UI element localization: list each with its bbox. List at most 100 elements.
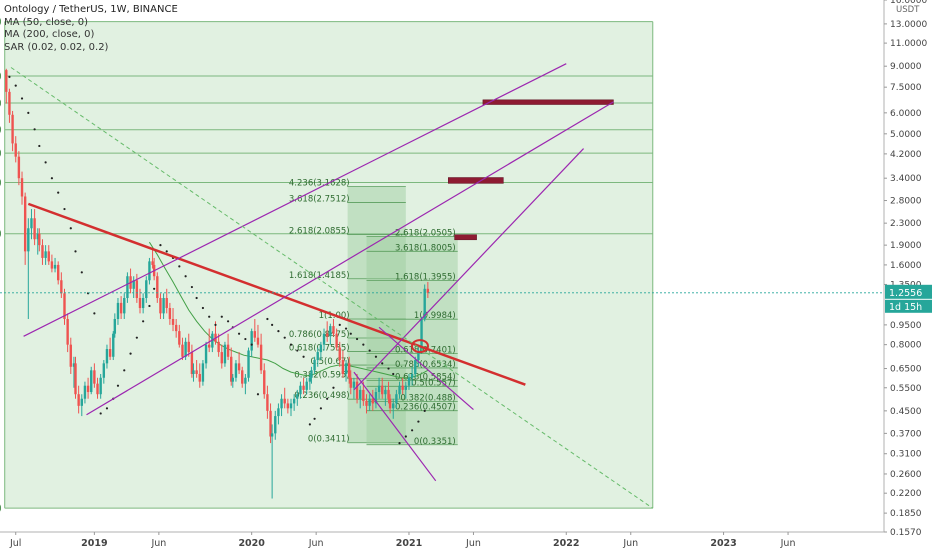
- candle-body: [41, 245, 44, 258]
- sar-dot: [271, 323, 274, 326]
- sar-dot: [99, 412, 102, 415]
- candle-body: [359, 389, 362, 399]
- candle-body: [192, 370, 195, 374]
- candle-body: [119, 302, 123, 314]
- purple-channel-lower-trendline: [353, 148, 585, 391]
- sar-dot: [33, 128, 36, 131]
- candle-body: [123, 298, 126, 314]
- sar-dot: [80, 271, 83, 274]
- y-tick-label: 0.3100: [890, 450, 922, 460]
- fib-extension-a-level-label: 3.618(2.7512): [289, 195, 350, 205]
- candle-body: [280, 398, 283, 409]
- candle-body: [371, 398, 374, 404]
- y-tick-label: 0.9500: [890, 321, 922, 331]
- candle-body: [355, 381, 359, 399]
- sar-dot: [208, 315, 211, 318]
- sar-dot: [74, 250, 77, 253]
- x-tick-label: Jul: [9, 538, 21, 549]
- sar-dot: [302, 355, 305, 358]
- candle-body: [335, 333, 338, 348]
- candle-body: [322, 333, 326, 345]
- candle-body: [112, 333, 115, 357]
- fib-level-label: 0.236(2.0980): [0, 230, 2, 240]
- candle-body: [56, 264, 60, 281]
- candle-body: [74, 363, 77, 395]
- candle-body: [47, 251, 50, 262]
- candle-body: [108, 349, 112, 357]
- sar-dot: [184, 275, 187, 278]
- plot-group: [5, 63, 654, 509]
- fib-extension-b-level-label: 0.786(0.6534): [395, 360, 456, 370]
- candle-body: [165, 298, 168, 309]
- y-tick-label: 0.4500: [890, 407, 922, 417]
- candle-body: [11, 114, 14, 144]
- fib-extension-a-level-label: 4.236(3.1628): [289, 179, 350, 189]
- candle-body: [184, 341, 187, 357]
- candle-body: [341, 360, 345, 374]
- candle-body: [292, 398, 296, 404]
- sar-dot: [148, 304, 151, 308]
- y-tick-label: 11.0000: [890, 39, 927, 49]
- price-label-text: 1.2556: [889, 288, 922, 299]
- candle-body: [151, 261, 154, 265]
- x-tick-label: Jun: [150, 538, 166, 549]
- candle-body: [308, 377, 312, 382]
- candle-body: [305, 381, 308, 390]
- sar-dot: [398, 442, 401, 445]
- candle-body: [156, 276, 159, 299]
- candle-body: [263, 370, 266, 395]
- candle-body: [426, 288, 430, 293]
- candle-body: [17, 156, 21, 179]
- fib-level-label: 0.5(4.2286): [0, 149, 2, 159]
- sar-dot: [123, 369, 126, 372]
- candle-body: [53, 264, 57, 269]
- fib-extension-b-level-label: 0.5(0.557): [411, 378, 455, 388]
- sar-dot: [349, 332, 352, 335]
- x-tick-label: 2022: [553, 538, 579, 549]
- sar-dot: [165, 250, 168, 253]
- sar-dot: [220, 315, 223, 318]
- y-tick-label: 0.8000: [890, 341, 922, 351]
- candle-body: [33, 218, 36, 240]
- candle-body: [404, 385, 408, 390]
- sar-dot: [14, 84, 17, 87]
- candle-body: [289, 403, 293, 409]
- fib-extension-a-level-label: 0(0.3411): [308, 435, 350, 445]
- candle-body: [195, 370, 198, 374]
- y-tick-label: 0.2200: [890, 489, 922, 499]
- candle-body: [250, 331, 253, 351]
- y-tick-label: 4.2000: [890, 150, 922, 160]
- sar-dot: [277, 330, 280, 333]
- sar-dot: [190, 285, 194, 289]
- sar-dot: [332, 386, 335, 389]
- sar-dot: [313, 417, 316, 420]
- fib-level-label: 0.382(3.2763): [0, 178, 2, 188]
- purple-channel-upper-trendline: [23, 63, 567, 337]
- fib-extension-b-level-label: 2.618(2.0505): [395, 228, 456, 238]
- candle-body: [388, 398, 392, 409]
- candle-body: [319, 344, 323, 353]
- fib-extension-b-level-label: 0.382(0.488): [400, 394, 455, 404]
- candle-body: [83, 385, 87, 399]
- sar-dot: [129, 352, 132, 355]
- candle-body: [387, 389, 390, 399]
- fib-level-label: 1(8.2640): [0, 72, 2, 82]
- candle-body: [417, 350, 420, 361]
- y-tick-label: 0.3700: [890, 429, 922, 439]
- candle-body: [226, 344, 230, 357]
- candle-body: [244, 377, 247, 384]
- sar-dot: [344, 327, 348, 330]
- candle-body: [381, 385, 384, 395]
- sar-dot: [362, 343, 365, 346]
- fib-extension-b-level-label: 0.236(0.4507): [395, 403, 456, 413]
- candle-body: [223, 344, 227, 364]
- y-tick-label: 6.0000: [890, 109, 922, 119]
- x-tick-label: 2020: [238, 538, 265, 549]
- candle-body: [96, 383, 99, 395]
- candle-body: [253, 331, 257, 338]
- fib-extension-a-level-label: 0.382(0.595): [294, 371, 349, 381]
- sar-dot: [404, 435, 407, 438]
- fib-level-label: 0.786(6.5369): [0, 99, 2, 109]
